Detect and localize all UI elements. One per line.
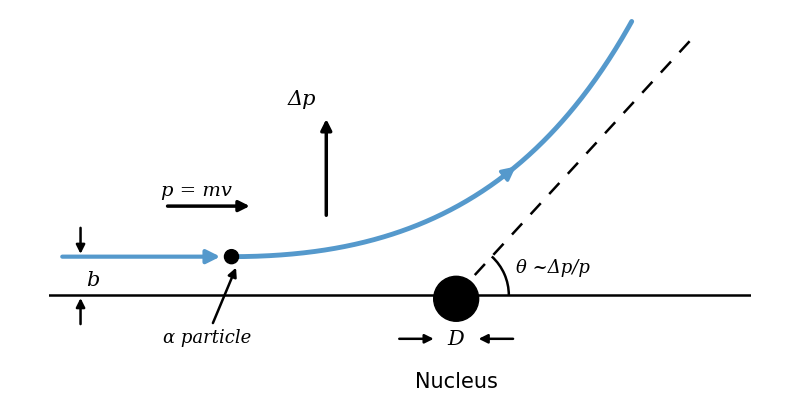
Text: b: b <box>86 270 99 289</box>
Text: D: D <box>448 330 465 348</box>
Text: θ ~Δp/p: θ ~Δp/p <box>516 258 590 276</box>
Circle shape <box>225 250 238 264</box>
Text: p = mv: p = mv <box>162 182 232 200</box>
Circle shape <box>434 276 478 321</box>
Text: Δp: Δp <box>288 90 316 108</box>
Text: Nucleus: Nucleus <box>414 371 498 391</box>
Text: α particle: α particle <box>162 271 251 346</box>
